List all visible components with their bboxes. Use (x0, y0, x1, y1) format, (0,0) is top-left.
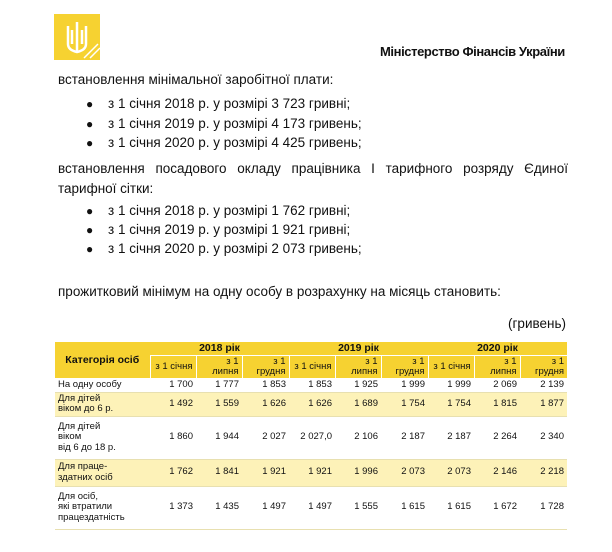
header-cell: з 1 грудня (519, 355, 567, 378)
value-cell: 1 373 (169, 501, 193, 513)
header-cell: з 1 липня (473, 355, 520, 378)
value-cell: 1 754 (447, 397, 471, 409)
header-cell: Категорія осіб (65, 353, 140, 366)
value-cell: 2 069 (493, 378, 517, 390)
table-row: Для осіб, які втратили працездатність 1 3… (55, 486, 567, 529)
value-cell: 2 106 (354, 431, 378, 443)
section-intro: встановлення посадового окладу працівник… (58, 161, 568, 196)
header-cell: з 1 грудня (380, 355, 428, 378)
header-cell: 2020 рік (428, 342, 567, 356)
list-item: з 1 січня 2018 р. у розмірі 3 723 гривні… (108, 96, 351, 111)
value-cell: 1 853 (262, 378, 286, 390)
value-cell: 2 139 (540, 378, 564, 390)
value-cell: 2 187 (447, 431, 471, 443)
value-cell: 2 073 (401, 466, 425, 478)
value-cell: 1 999 (447, 378, 471, 390)
value-cell: 1 689 (354, 397, 378, 409)
value-cell: 1 762 (169, 466, 193, 478)
value-cell: 2 340 (540, 431, 564, 443)
value-cell: 1 672 (493, 501, 517, 513)
value-cell: 1 728 (540, 501, 564, 513)
value-cell: 1 615 (447, 501, 471, 513)
value-cell: 1 921 (262, 466, 286, 478)
header-cell: з 1 грудня (241, 355, 289, 378)
table-row: Для дітей віком до 6 р. 1 492 1 559 1 626 1 … (55, 392, 567, 416)
header-cell: 2018 рік (150, 342, 289, 356)
header-row: Категорія осіб 2018 рік 2019 рік 2020 рік (55, 342, 567, 365)
value-cell: 1 559 (215, 397, 239, 409)
list-item: з 1 січня 2020 р. у розмірі 2 073 гривен… (108, 241, 362, 256)
value-cell: 2 073 (447, 466, 471, 478)
value-cell: 1 497 (262, 501, 286, 513)
value-cell: 2 027,0 (300, 431, 332, 443)
section-intro: встановлення мінімальної заробітної плат… (58, 72, 334, 87)
list-item: з 1 січня 2020 р. у розмірі 4 425 гривен… (108, 135, 362, 150)
value-cell: 2 187 (401, 431, 425, 443)
list-item: з 1 січня 2018 р. у розмірі 1 762 гривні… (108, 203, 351, 218)
category-cell: На одну особу (58, 378, 122, 390)
value-cell: 2 146 (493, 466, 517, 478)
value-cell: 1 497 (308, 501, 332, 513)
value-cell: 1 860 (169, 431, 193, 443)
header-cell: з 1 січня (288, 355, 335, 378)
value-cell: 1 435 (215, 501, 239, 513)
category-cell: Для дітей віком від 6 до 18 р. (58, 420, 116, 453)
value-cell: 1 853 (308, 378, 332, 390)
table-row: На одну особу 1 700 1 777 1 853 1 853 1 925 1 … (55, 378, 567, 392)
header-cell: 2019 рік (289, 342, 428, 356)
header-cell: з 1 січня (427, 355, 474, 378)
category-cell: Для осіб, які втратили працездатність (58, 490, 125, 523)
header-cell: з 1 липня (195, 355, 242, 378)
bullet-mark: ● (86, 204, 94, 218)
bullet-mark: ● (86, 223, 94, 237)
value-cell: 1 921 (308, 466, 332, 478)
value-cell: 1 944 (215, 431, 239, 443)
value-cell: 1 626 (262, 397, 286, 409)
value-cell: 1 492 (169, 397, 193, 409)
header-cell: з 1 січня (149, 355, 196, 378)
logo (54, 14, 100, 60)
bullet-mark: ● (86, 242, 94, 256)
value-cell: 1 841 (215, 466, 239, 478)
table-row: Для дітей віком від 6 до 18 р. 1 860 1 944… (55, 416, 567, 459)
value-cell: 1 626 (308, 397, 332, 409)
header-row: з 1 січня з 1 липня з 1 грудня з 1 січня з 1… (55, 355, 567, 378)
value-cell: 1 925 (354, 378, 378, 390)
category-cell: Для праце- здатних осіб (58, 461, 113, 483)
bullet-mark: ● (86, 97, 94, 111)
list-item: з 1 січня 2019 р. у розмірі 1 921 гривні… (108, 222, 351, 237)
note: прожитковий мінімум на одну особу в розр… (58, 284, 501, 299)
value-cell: 2 027 (262, 431, 286, 443)
value-cell: 1 754 (401, 397, 425, 409)
header-cell: з 1 липня (334, 355, 381, 378)
table-row: Для праце- здатних осіб 1 762 1 841 1 921 1 … (55, 459, 567, 486)
table: Категорія осіб 2018 рік 2019 рік 2020 рік з … (55, 342, 567, 530)
value-cell: 1 999 (401, 378, 425, 390)
value-cell: 1 815 (493, 397, 517, 409)
value-cell: 1 777 (215, 378, 239, 390)
value-cell: 1 877 (540, 397, 564, 409)
bullet-mark: ● (86, 136, 94, 150)
list-item: з 1 січня 2019 р. у розмірі 4 173 гривен… (108, 116, 362, 131)
value-cell: 2 218 (540, 466, 564, 478)
organization: Міністерство Фінансів України (380, 44, 565, 59)
value-cell: 1 615 (401, 501, 425, 513)
value-cell: 2 264 (493, 431, 517, 443)
value-cell: 1 700 (169, 378, 193, 390)
value-cell: 1 996 (354, 466, 378, 478)
value-cell: 1 555 (354, 501, 378, 513)
category-cell: Для дітей віком до 6 р. (58, 392, 114, 414)
bullet-mark: ● (86, 117, 94, 131)
unit: (гривень) (508, 316, 566, 331)
